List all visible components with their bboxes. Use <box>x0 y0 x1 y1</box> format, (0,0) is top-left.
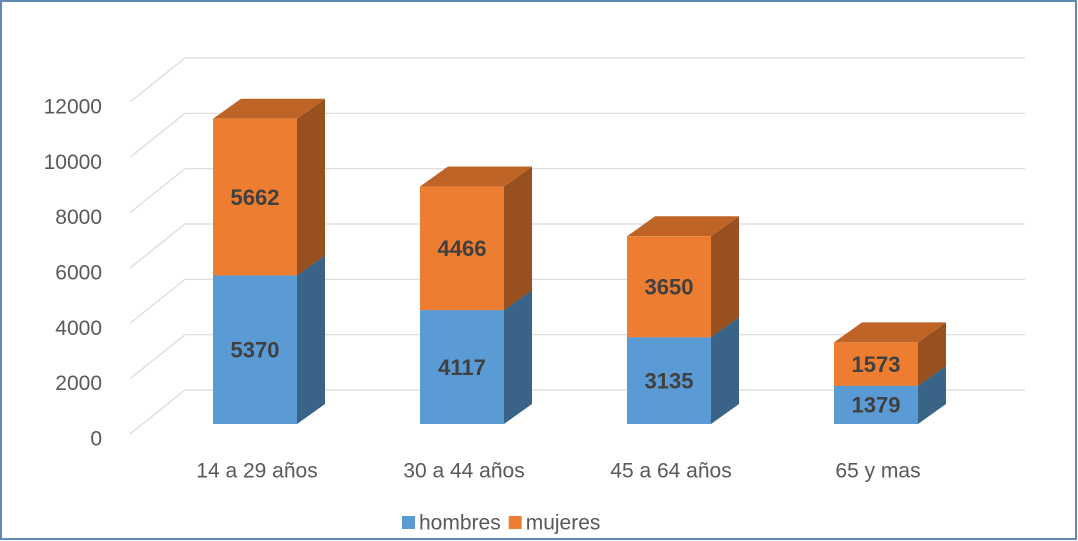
y-tick-label: 0 <box>90 428 102 451</box>
legend-label: mujeres <box>526 512 601 535</box>
bar-side <box>918 365 946 424</box>
bar-top <box>420 166 532 187</box>
value-label: 3650 <box>645 275 694 300</box>
grid-line <box>129 278 1025 324</box>
value-label: 5662 <box>231 185 280 210</box>
legend-swatch <box>508 516 522 529</box>
bar <box>420 310 504 424</box>
x-tick-label: 14 a 29 años <box>196 460 317 483</box>
y-tick-label: 8000 <box>55 206 102 229</box>
bar-side <box>711 317 739 424</box>
y-tick-label: 12000 <box>44 96 102 119</box>
bar-side <box>711 216 739 338</box>
value-label: 5370 <box>231 338 280 363</box>
bar <box>213 275 297 424</box>
bar-side <box>504 290 532 424</box>
legend-swatch <box>402 516 415 529</box>
bar <box>627 337 711 424</box>
bar-top <box>627 216 739 237</box>
grid-line <box>129 168 1025 214</box>
y-tick-label: 6000 <box>55 262 102 285</box>
y-tick-label: 4000 <box>55 317 102 340</box>
value-label: 1379 <box>852 393 901 418</box>
x-tick-label: 65 y mas <box>835 460 920 483</box>
grid-line <box>129 223 1025 269</box>
grid-line <box>129 112 1025 158</box>
y-tick-label: 10000 <box>44 151 102 174</box>
bar-side <box>504 166 532 311</box>
bar <box>627 236 711 338</box>
legend-label: hombres <box>419 512 501 535</box>
grid-line <box>129 57 1025 103</box>
x-tick-label: 30 a 44 años <box>403 460 524 483</box>
bar-side <box>297 255 325 424</box>
bar-side <box>297 98 325 276</box>
value-label: 4117 <box>438 355 486 380</box>
x-tick-label: 45 a 64 años <box>610 460 731 483</box>
bar <box>420 186 504 311</box>
value-label: 3135 <box>645 368 694 393</box>
bar-side <box>918 322 946 386</box>
bar-top <box>834 322 946 343</box>
bar <box>834 342 918 386</box>
value-label: 1573 <box>852 352 901 377</box>
value-label: 4466 <box>438 236 487 261</box>
grid-line <box>129 334 1025 380</box>
bar-top <box>213 98 325 119</box>
bar <box>834 385 918 424</box>
grid-line <box>129 389 1025 435</box>
y-tick-label: 2000 <box>55 372 102 395</box>
bar <box>213 118 297 276</box>
